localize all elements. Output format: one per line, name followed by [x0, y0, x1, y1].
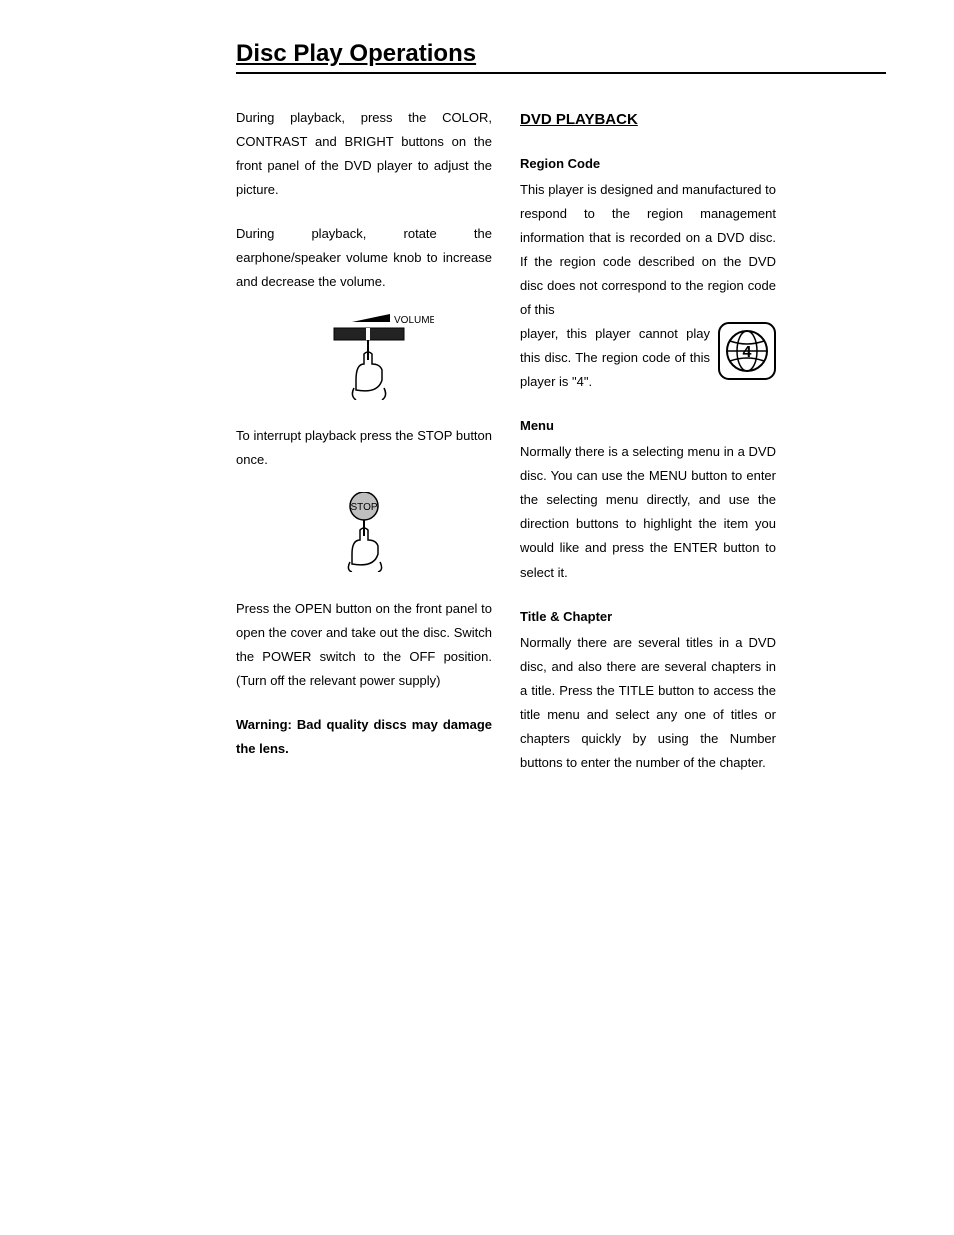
title-chapter-heading: Title & Chapter — [520, 605, 776, 629]
menu-heading: Menu — [520, 414, 776, 438]
region-code-row: player, this player cannot play this dis… — [520, 322, 776, 394]
left-p4: Press the OPEN button on the front panel… — [236, 597, 492, 693]
dvd-playback-heading: DVD PLAYBACK — [520, 106, 776, 134]
region-code-heading: Region Code — [520, 152, 776, 176]
warning-text: Warning: Bad quality discs may damage th… — [236, 713, 492, 761]
left-p3: To interrupt playback press the STOP but… — [236, 424, 492, 472]
left-p2: During playback, rotate the earphone/spe… — [236, 222, 492, 294]
stop-button-icon: STOP — [324, 492, 404, 572]
title-chapter-p: Normally there are several titles in a D… — [520, 631, 776, 775]
page: Disc Play Operations During playback, pr… — [0, 0, 954, 1235]
region-code-p1: This player is designed and manufactured… — [520, 178, 776, 322]
columns: During playback, press the COLOR, CONTRA… — [68, 106, 886, 795]
page-title: Disc Play Operations — [68, 40, 886, 68]
right-column: DVD PLAYBACK Region Code This player is … — [520, 106, 776, 795]
volume-label: VOLUME — [394, 315, 434, 326]
menu-p: Normally there is a selecting menu in a … — [520, 440, 776, 584]
globe-region-icon: 4 — [718, 322, 776, 380]
stop-label: STOP — [350, 502, 377, 513]
region-number: 4 — [743, 344, 752, 361]
stop-illustration: STOP — [236, 492, 492, 580]
volume-slider-icon: VOLUME — [294, 314, 434, 400]
title-rule — [236, 72, 886, 74]
left-column: During playback, press the COLOR, CONTRA… — [236, 106, 492, 795]
left-p1: During playback, press the COLOR, CONTRA… — [236, 106, 492, 202]
volume-illustration: VOLUME — [236, 314, 492, 408]
region-code-p2: player, this player cannot play this dis… — [520, 322, 710, 394]
